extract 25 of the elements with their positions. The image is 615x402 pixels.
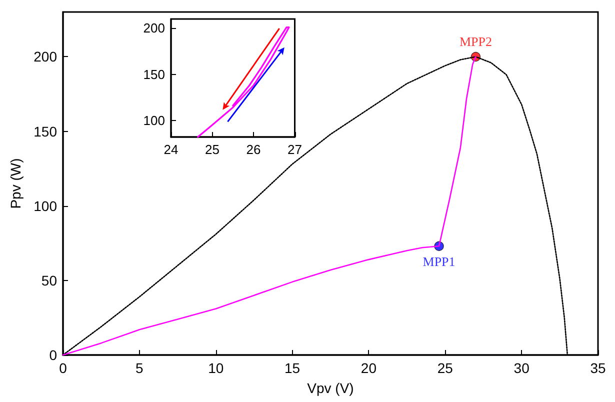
y-tick-label: 150 <box>143 66 165 82</box>
x-tick-label: 5 <box>136 360 144 376</box>
x-tick-label: 10 <box>208 360 224 376</box>
y-tick-label: 200 <box>143 20 165 36</box>
x-tick-label: 27 <box>288 142 302 157</box>
y-tick-label: 150 <box>34 123 58 140</box>
x-tick-label: 25 <box>437 360 454 376</box>
x-tick-label: 25 <box>205 142 220 157</box>
x-tick-label: 24 <box>164 142 178 157</box>
y-tick-label: 0 <box>49 347 58 363</box>
x-axis-title: Vpv (V) <box>307 380 354 396</box>
y-tick-label: 50 <box>41 272 58 288</box>
series-label: MPP2 <box>459 34 492 49</box>
x-tick-label: 15 <box>284 360 300 376</box>
y-tick-label: 100 <box>34 198 58 214</box>
y-tick-label: 200 <box>34 48 58 65</box>
x-tick-label: 0 <box>59 360 68 376</box>
x-tick-label: 30 <box>514 360 530 376</box>
y-axis-title: Ppv (W) <box>8 158 24 209</box>
x-tick-label: 26 <box>246 142 261 157</box>
x-tick-label: 35 <box>590 360 606 376</box>
x-tick-label: 20 <box>360 360 377 376</box>
line-series <box>197 26 290 138</box>
series-label: MPP1 <box>422 254 456 269</box>
y-tick-label: 100 <box>143 112 165 128</box>
